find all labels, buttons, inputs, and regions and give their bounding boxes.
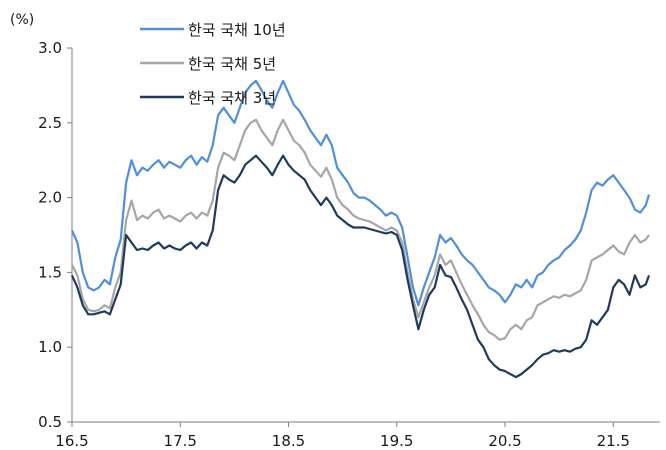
x-tick-label: 17.5 [164,432,197,450]
x-tick-label: 19.5 [380,432,413,450]
series-line-1 [70,79,651,307]
x-tick-label: 16.5 [55,432,88,450]
y-tick-label: 3.0 [38,39,62,57]
y-unit-label: (%) [10,12,34,28]
legend-label: 한국 국채 3년 [188,89,276,107]
series-line-2 [71,118,650,341]
y-tick-label: 2.0 [38,189,62,207]
y-tick-label: 0.5 [38,413,62,431]
axes [71,48,660,423]
series-lines [70,79,651,379]
x-tick-label: 18.5 [272,432,305,450]
tick-marks: 0.5 1.0 1.5 2.0 2.5 3.0 16.5 17.5 18.5 19.5 20.5 21… [38,39,630,450]
x-tick-label: 21.5 [597,432,630,450]
y-tick-label: 1.0 [38,338,62,356]
x-tick-label: 20.5 [488,432,521,450]
series-line-3 [70,154,651,379]
y-tick-label: 2.5 [38,114,62,132]
legend-label: 한국 국채 10년 [188,21,286,39]
y-tick-label: 1.5 [38,263,62,281]
legend-label: 한국 국채 5년 [188,55,276,73]
